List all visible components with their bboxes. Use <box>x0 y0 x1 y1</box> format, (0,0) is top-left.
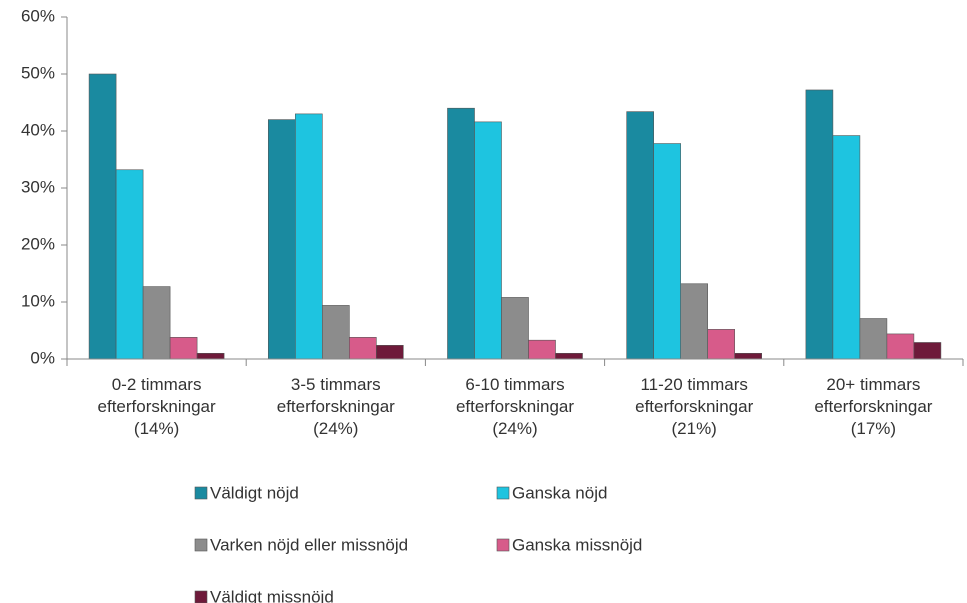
legend-label: Varken nöjd eller missnöjd <box>210 535 408 554</box>
y-tick-label: 0% <box>30 348 55 367</box>
bar <box>142 286 171 360</box>
bar <box>447 107 475 360</box>
bar <box>348 337 377 360</box>
bar <box>267 119 296 360</box>
bar <box>653 143 682 360</box>
bar <box>169 337 198 360</box>
legend-label: Ganska missnöjd <box>512 535 642 554</box>
legend-label: Väldigt nöjd <box>210 483 299 502</box>
bar <box>321 305 350 360</box>
bar <box>832 135 861 360</box>
bar <box>707 329 736 360</box>
bar <box>886 333 915 360</box>
y-tick-label: 50% <box>21 63 55 82</box>
legend-swatch <box>194 590 208 603</box>
bar <box>859 318 888 360</box>
y-tick-label: 20% <box>21 234 55 253</box>
legend-swatch <box>194 486 208 500</box>
y-tick-label: 10% <box>21 291 55 310</box>
legend-swatch <box>496 538 510 552</box>
bar <box>913 342 942 360</box>
x-tick-label: 20+ timmars efterforskningar (17%) <box>814 375 933 438</box>
legend-swatch <box>496 486 510 500</box>
x-tick-label: 6-10 timmars efterforskningar (24%) <box>455 375 575 438</box>
bar <box>294 113 323 360</box>
bar <box>528 339 556 360</box>
y-tick-label: 30% <box>21 177 55 196</box>
x-tick-label: 3-5 timmars efterforskningar (24%) <box>276 375 395 438</box>
bar <box>196 352 225 360</box>
legend-label: Väldigt missnöjd <box>210 587 334 603</box>
bar <box>88 73 117 360</box>
bar <box>115 169 144 360</box>
bar <box>805 89 834 360</box>
y-tick-label: 40% <box>21 120 55 139</box>
x-tick-label: 0-2 timmars efterforskningar (14%) <box>97 375 216 438</box>
y-tick-label: 60% <box>21 6 55 25</box>
bar <box>734 352 763 360</box>
bar <box>375 345 404 360</box>
x-tick-label: 11-20 timmars efterforskningar (21%) <box>635 375 754 438</box>
legend-swatch <box>194 538 208 552</box>
bar <box>474 121 502 360</box>
legend-label: Ganska nöjd <box>512 483 607 502</box>
bar <box>555 352 583 360</box>
bar <box>501 297 529 360</box>
bar <box>680 283 709 360</box>
bar <box>626 111 655 360</box>
